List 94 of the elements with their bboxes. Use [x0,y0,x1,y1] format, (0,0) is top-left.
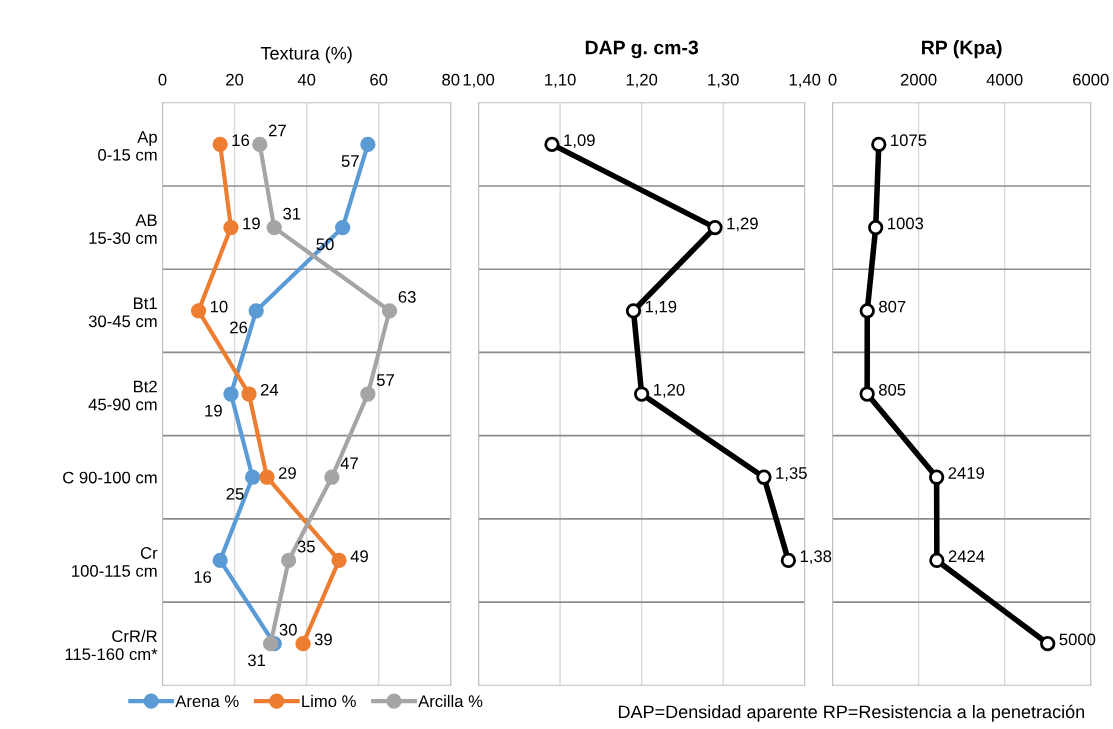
point [331,552,347,569]
data-label: 19 [243,217,260,230]
data-label: 49 [350,550,368,563]
point [223,386,239,402]
y-tick-label: Cr 100-115 cm [72,547,158,577]
x-tick-label: 40 [297,73,316,86]
data-label: 57 [376,374,394,386]
x-tick-label: 20 [226,73,244,86]
data-label: 47 [340,457,358,470]
data-label: 2424 [948,550,985,562]
data-label: 805 [879,383,906,396]
data-label: 63 [398,290,416,303]
point [252,136,268,153]
point [780,552,797,569]
data-label: 19 [205,404,222,417]
point [335,219,351,236]
data-label: 16 [232,134,250,147]
data-label: 39 [314,633,332,646]
data-label: 1,29 [727,217,758,232]
x-tick-label: 1,20 [626,73,658,88]
data-label: 10 [210,300,228,313]
y-tick-label: CrR/R 115-160 cm* [65,629,158,661]
y-tick-label: Bt2 45-90 cm [88,380,157,411]
data-label: 31 [283,207,301,220]
point [212,552,228,569]
x-tick-label: 4000 [986,73,1023,86]
data-label: 35 [297,540,315,553]
data-label: 57 [341,155,359,167]
data-label: 30 [279,623,297,636]
legend-label: Limo % [302,694,356,708]
point [212,136,228,153]
data-label: 2419 [948,467,985,479]
point [634,386,650,402]
x-axis-title: Textura (%) [260,46,352,64]
point [707,219,723,236]
x-tick-label: 1,40 [789,73,821,88]
data-label: 1,19 [645,300,677,315]
point [295,636,311,652]
x-tick-label: 6000 [1073,73,1109,86]
point [266,219,282,236]
point [190,303,207,319]
data-label: 24 [260,383,279,396]
data-label: 1,20 [654,383,685,398]
data-label: 16 [194,571,212,583]
point [223,219,239,236]
data-label: 1,35 [776,467,807,481]
data-label: 1,09 [564,134,595,149]
point [859,386,875,402]
point [859,303,875,319]
data-label: 25 [226,487,244,500]
data-label: 1,38 [800,550,832,565]
y-tick-label: AB 15-30 cm [89,214,157,244]
text: DAP=Densidad aparente RP=Resistencia a la penetración [618,704,1085,722]
x-tick-label: 60 [370,73,388,86]
point [756,469,772,485]
point [244,469,261,485]
data-label: 5000 [1059,633,1096,646]
data-label: 27 [268,124,286,137]
point [324,469,340,485]
data-label: 26 [230,321,248,334]
point [868,219,884,236]
point [280,552,297,569]
point [929,552,945,569]
x-tick-label: 80 [442,73,460,86]
point [381,303,398,319]
point [544,136,560,153]
x-tick-label: 0 [158,73,167,86]
legend-label: Arena % [175,695,239,708]
y-tick-label: C 90-100 cm [63,471,157,484]
point [1040,636,1056,652]
y-tick-label: Bt1 30-45 cm [88,297,157,328]
y-tick-label: Ap 0-15 cm [98,131,157,161]
point [241,386,257,402]
chart-title: DAP g. cm-3 [585,40,699,59]
point [248,303,264,319]
data-label: 807 [879,300,906,313]
x-tick-label: 1,10 [545,73,576,88]
point [360,136,376,153]
x-tick-label: 1,30 [708,73,739,88]
point [262,636,279,652]
x-tick-label: 2000 [900,73,937,86]
point [871,136,887,153]
point [625,303,642,319]
x-tick-label: 1,00 [463,73,495,88]
chart-title: RP (Kpa) [922,40,1002,59]
legend-label: Arcilla % [418,694,483,708]
data-label: 1075 [891,134,927,147]
point [928,469,945,485]
point [360,386,376,402]
data-label: 29 [278,467,296,479]
data-label: 1003 [888,217,924,230]
point [259,469,275,485]
x-tick-label: 0 [828,73,837,86]
data-label: 31 [247,654,266,667]
